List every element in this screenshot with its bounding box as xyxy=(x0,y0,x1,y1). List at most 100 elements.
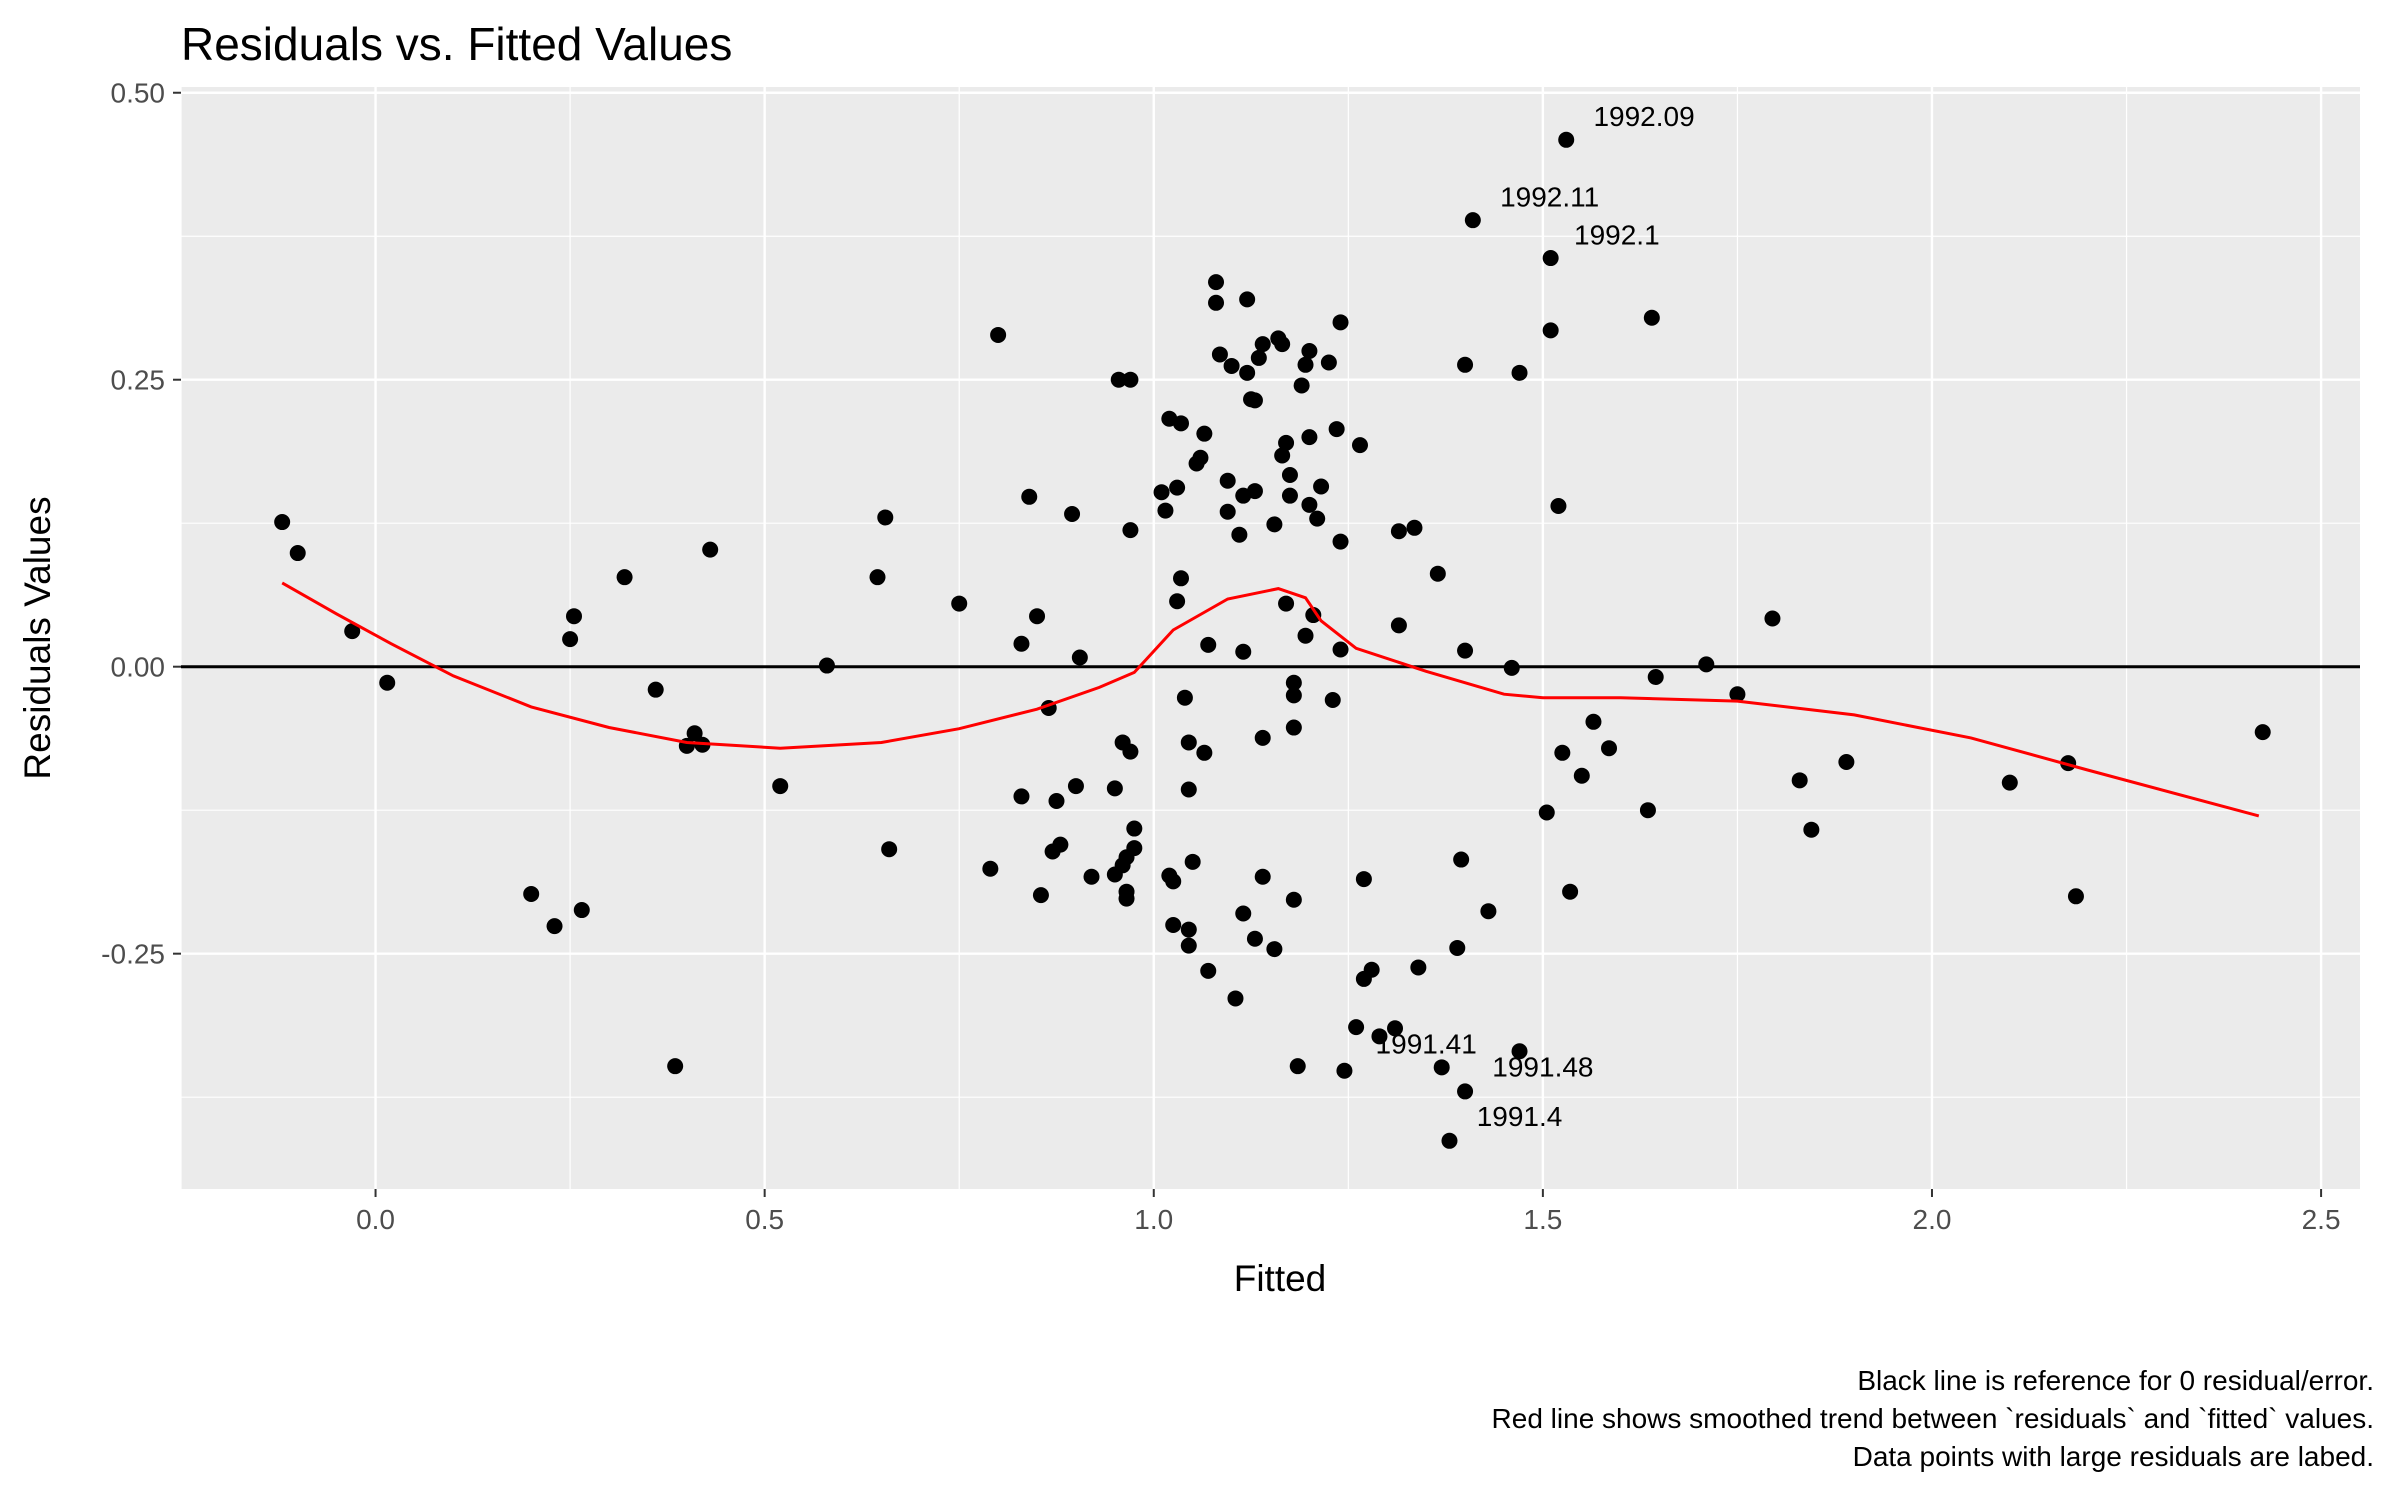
data-point xyxy=(1503,659,1520,676)
data-point xyxy=(2254,724,2271,741)
data-point xyxy=(616,569,633,586)
data-point xyxy=(1211,346,1228,363)
data-point xyxy=(1196,744,1213,761)
data-point xyxy=(1176,689,1193,706)
data-point xyxy=(1052,836,1069,853)
data-point xyxy=(1449,939,1466,956)
y-tick-label: 0.00 xyxy=(111,652,166,683)
data-point xyxy=(1838,753,1855,770)
data-point xyxy=(1647,669,1664,686)
data-point xyxy=(1285,687,1302,704)
data-point xyxy=(1173,415,1190,432)
x-tick-label: 1.0 xyxy=(1134,1204,1173,1235)
data-point xyxy=(546,918,563,935)
y-axis-title: Residuals Values xyxy=(17,496,58,779)
data-point xyxy=(1246,483,1263,500)
data-point xyxy=(1285,891,1302,908)
x-tick-label: 0.0 xyxy=(356,1204,395,1235)
data-point xyxy=(274,514,291,531)
data-point xyxy=(1169,479,1186,496)
data-point xyxy=(1029,608,1046,625)
data-point xyxy=(344,623,361,640)
data-point xyxy=(1254,868,1271,885)
data-point xyxy=(1122,743,1139,760)
data-point xyxy=(1355,871,1372,888)
point-label: 1992.09 xyxy=(1593,101,1694,132)
plot-panel xyxy=(181,87,2360,1189)
caption-line-1: Black line is reference for 0 residual/e… xyxy=(1857,1365,2374,1396)
data-point xyxy=(1246,392,1263,409)
data-point xyxy=(1196,425,1213,442)
data-point xyxy=(1390,617,1407,634)
data-point xyxy=(1064,506,1081,523)
caption-line-3: Data points with large residuals are lab… xyxy=(1853,1441,2374,1472)
data-point xyxy=(1254,336,1271,353)
data-point xyxy=(1200,636,1217,653)
data-point xyxy=(1200,962,1217,979)
chart-title: Residuals vs. Fitted Values xyxy=(181,18,732,70)
data-point xyxy=(1157,502,1174,519)
data-point xyxy=(1406,519,1423,536)
caption-line-2: Red line shows smoothed trend between `r… xyxy=(1492,1403,2374,1434)
data-point xyxy=(1301,343,1318,360)
data-point xyxy=(523,885,540,902)
data-point xyxy=(1122,522,1139,539)
data-point xyxy=(1464,212,1481,229)
data-point xyxy=(1324,691,1341,708)
data-point xyxy=(1336,1062,1353,1079)
data-point xyxy=(1192,449,1209,466)
data-point xyxy=(289,545,306,562)
data-point xyxy=(2067,888,2084,905)
data-point xyxy=(1457,1083,1474,1100)
data-point xyxy=(1208,274,1225,291)
data-point xyxy=(1235,643,1252,660)
data-point xyxy=(1153,484,1170,501)
data-point xyxy=(951,595,968,612)
data-point xyxy=(686,725,703,742)
data-point xyxy=(1184,853,1201,870)
data-point xyxy=(1573,767,1590,784)
data-point xyxy=(1013,788,1030,805)
data-point xyxy=(1169,593,1186,610)
data-point xyxy=(1301,496,1318,513)
data-point xyxy=(1227,990,1244,1007)
data-point xyxy=(1585,713,1602,730)
data-point xyxy=(1032,887,1049,904)
data-point xyxy=(990,326,1007,343)
data-point xyxy=(1453,851,1470,868)
data-point xyxy=(1281,466,1298,483)
data-point xyxy=(1274,447,1291,464)
data-point xyxy=(1266,941,1283,958)
y-axis: 0.50 0.25 0.00 -0.25 xyxy=(101,78,181,970)
data-point xyxy=(1511,1043,1528,1060)
data-point xyxy=(1550,497,1567,514)
data-point xyxy=(1297,356,1314,373)
point-label: 1992.11 xyxy=(1500,181,1599,212)
data-point xyxy=(1554,744,1571,761)
data-point xyxy=(1250,349,1267,366)
data-point xyxy=(1320,354,1337,371)
data-point xyxy=(1429,565,1446,582)
data-point xyxy=(1729,686,1746,703)
point-label: 1991.41 xyxy=(1376,1029,1477,1060)
data-point xyxy=(1511,364,1528,381)
data-point xyxy=(2001,774,2018,791)
data-point xyxy=(1348,1019,1365,1036)
data-point xyxy=(1071,649,1088,666)
data-point xyxy=(1246,930,1263,947)
data-point xyxy=(1266,516,1283,533)
y-tick-label: 0.25 xyxy=(111,365,166,396)
data-points xyxy=(274,131,2271,1149)
data-point xyxy=(647,681,664,698)
data-point xyxy=(1803,821,1820,838)
data-point xyxy=(1083,868,1100,885)
data-point xyxy=(1480,903,1497,920)
data-point xyxy=(869,569,886,586)
data-point xyxy=(772,778,789,795)
data-point xyxy=(1122,371,1139,388)
data-point xyxy=(1180,937,1197,954)
data-point xyxy=(1278,434,1295,451)
data-point xyxy=(1542,322,1559,339)
data-point xyxy=(1219,472,1236,489)
